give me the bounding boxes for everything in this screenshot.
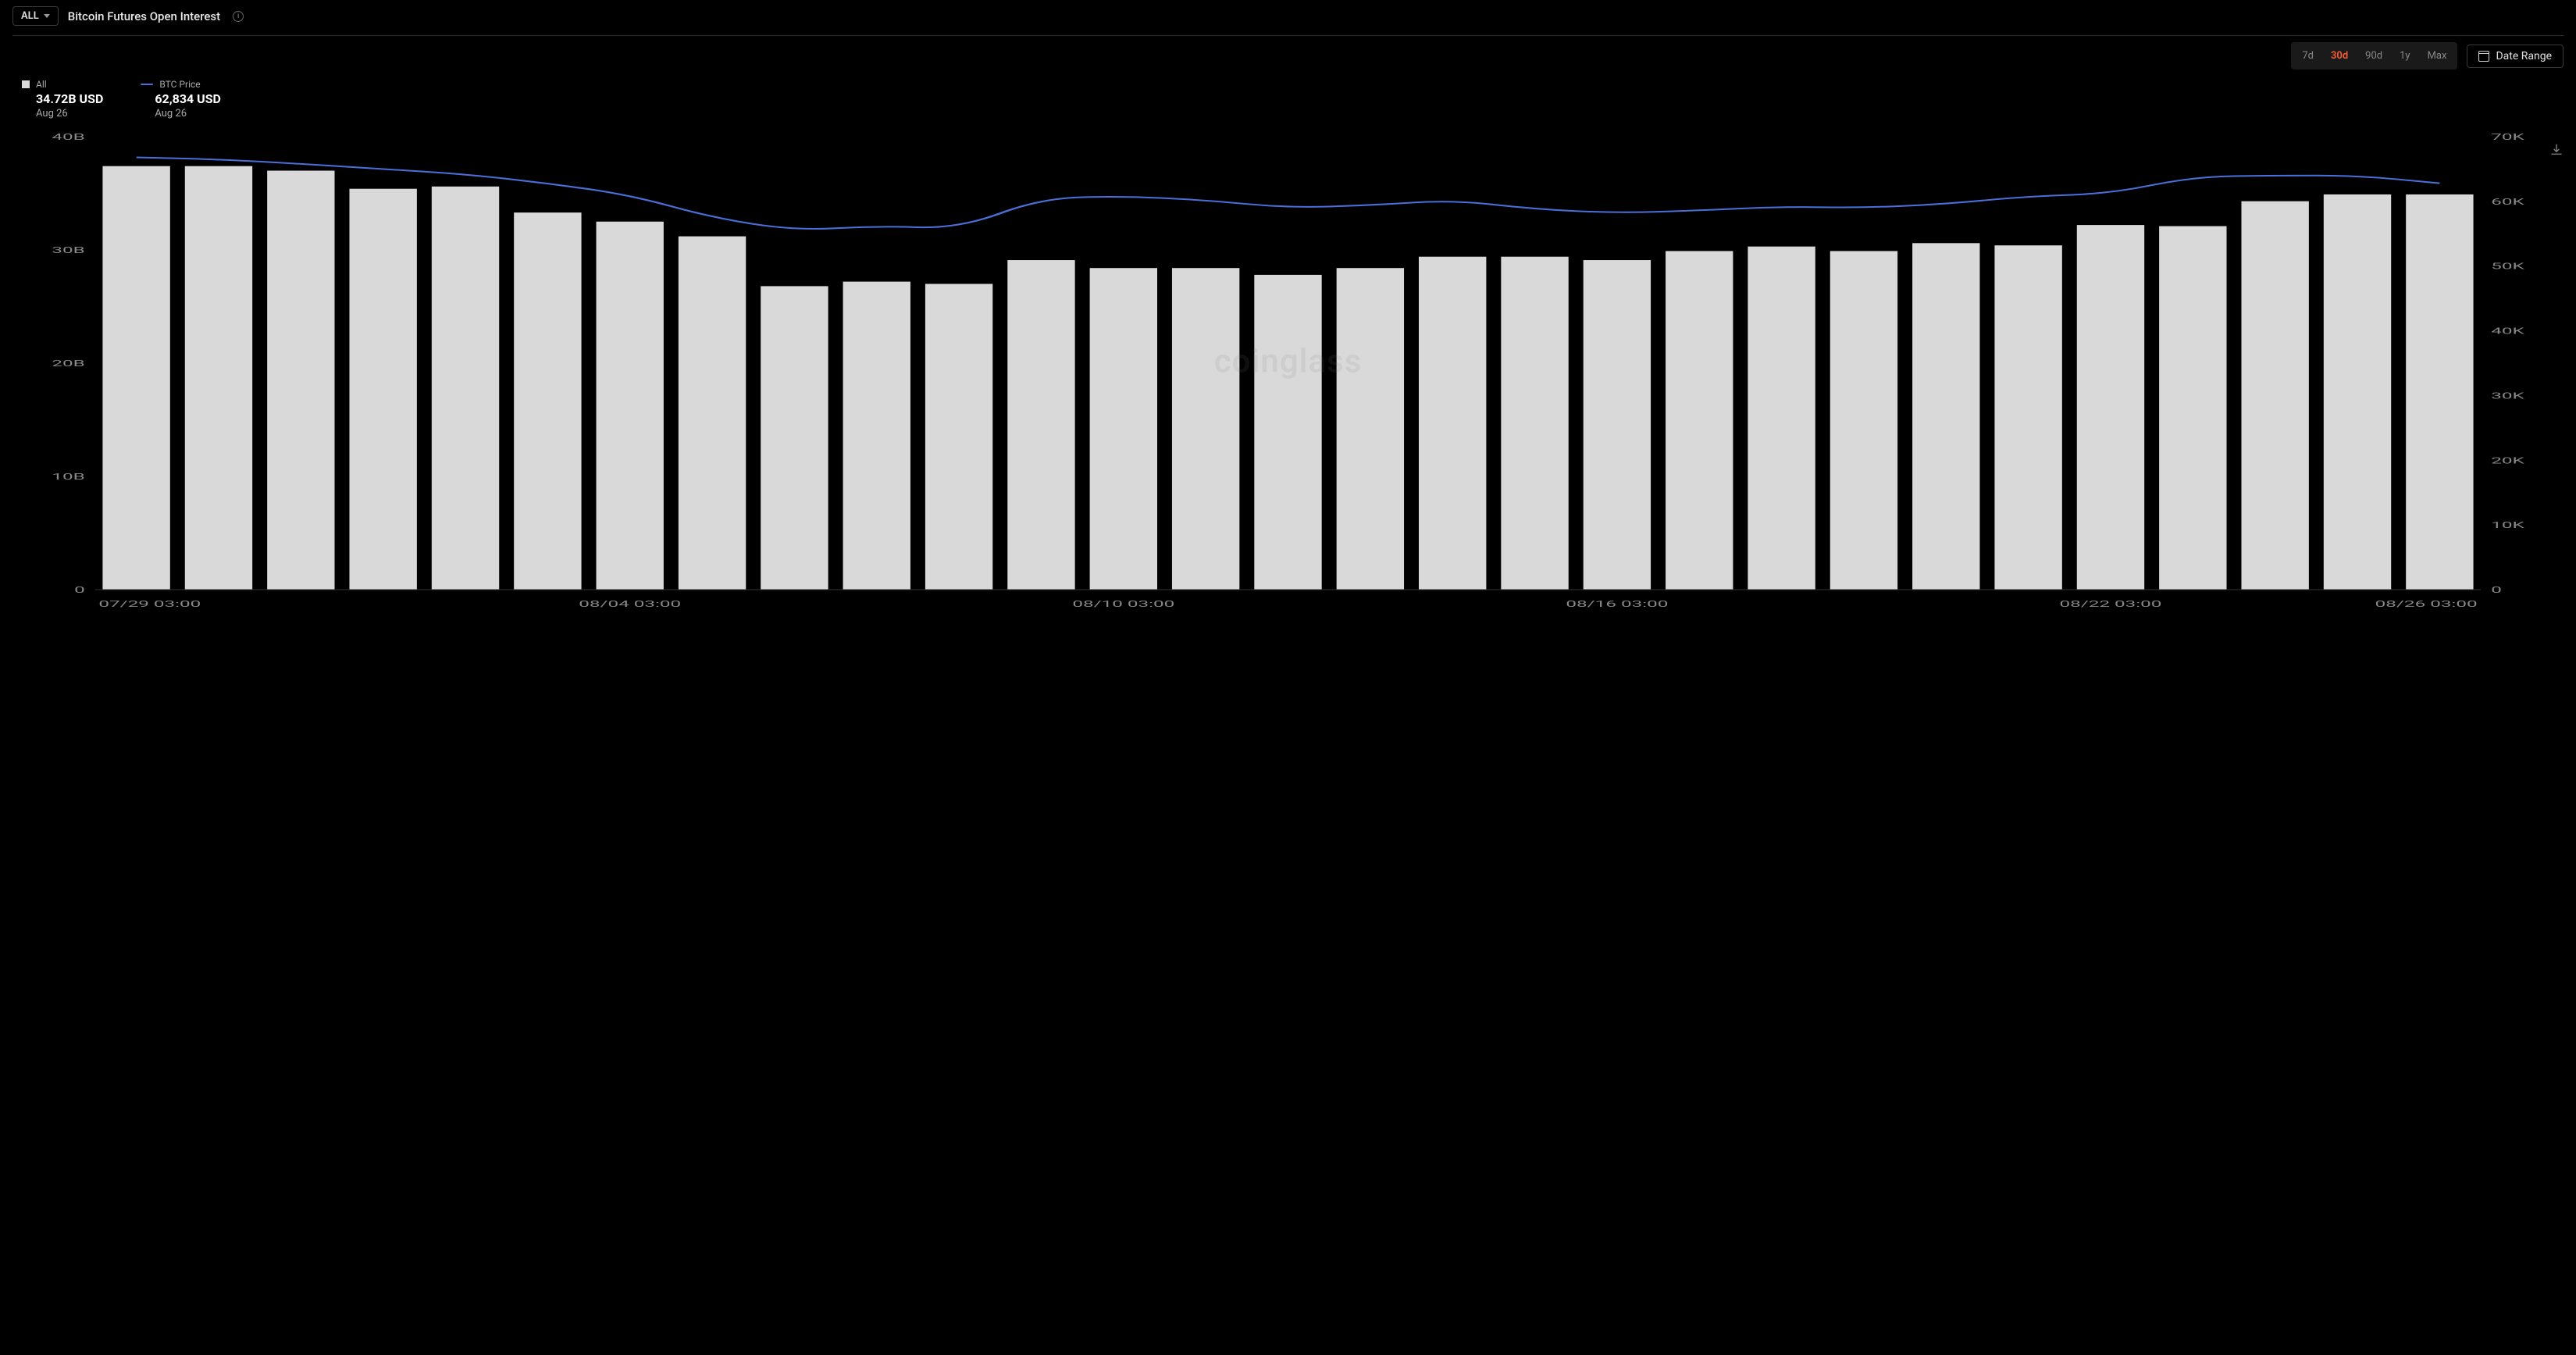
legend: All 34.72B USD Aug 26 BTC Price 62,834 U… xyxy=(12,73,2564,123)
bar xyxy=(1501,257,1568,590)
date-range-button[interactable]: Date Range xyxy=(2467,45,2564,68)
svg-text:08/16 03:00: 08/16 03:00 xyxy=(1566,599,1668,609)
svg-text:40B: 40B xyxy=(52,132,84,142)
chart-title: Bitcoin Futures Open Interest xyxy=(68,9,220,23)
svg-text:10K: 10K xyxy=(2491,520,2524,530)
bar xyxy=(1337,268,1404,590)
legend-series-btc: BTC Price 62,834 USD Aug 26 xyxy=(141,79,221,119)
range-tab-max[interactable]: Max xyxy=(2420,45,2455,66)
chart-svg: 0 10B 20B 30B 40B 0 10K 20K 30K 40K 50K 60K 70K 07/29… xyxy=(12,129,2564,613)
range-tab-90d[interactable]: 90d xyxy=(2357,45,2390,66)
bar xyxy=(925,284,992,590)
legend-value-all: 34.72B USD xyxy=(22,91,103,106)
chart-header: ALL Bitcoin Futures Open Interest i xyxy=(12,6,2564,36)
svg-text:10B: 10B xyxy=(52,472,84,482)
exchange-dropdown[interactable]: ALL xyxy=(12,6,59,26)
bar xyxy=(2241,201,2308,590)
date-range-label: Date Range xyxy=(2496,50,2552,62)
bar xyxy=(349,189,416,590)
svg-text:08/26 03:00: 08/26 03:00 xyxy=(2375,599,2478,609)
bar xyxy=(2077,225,2144,590)
bar xyxy=(1748,247,1815,590)
bar xyxy=(1172,268,1239,590)
bar xyxy=(1830,251,1897,590)
bar xyxy=(267,171,334,590)
bar xyxy=(185,166,252,590)
calendar-icon xyxy=(2478,51,2489,62)
legend-date-all: Aug 26 xyxy=(22,108,103,119)
bar xyxy=(1007,260,1074,590)
svg-text:07/29 03:00: 07/29 03:00 xyxy=(98,599,201,609)
bar xyxy=(1994,245,2061,590)
bar xyxy=(2406,194,2473,590)
dropdown-label: ALL xyxy=(21,10,39,22)
bar xyxy=(432,187,499,590)
svg-text:20K: 20K xyxy=(2491,455,2524,465)
bar xyxy=(1912,243,1979,590)
bar xyxy=(843,282,910,590)
chevron-down-icon xyxy=(44,14,50,18)
time-range-tabs: 7d30d90d1yMax xyxy=(2291,42,2457,70)
legend-label-all: All xyxy=(36,79,47,90)
svg-text:08/10 03:00: 08/10 03:00 xyxy=(1072,599,1174,609)
svg-text:40K: 40K xyxy=(2491,326,2524,337)
svg-text:0: 0 xyxy=(2491,585,2502,595)
bar xyxy=(1419,257,1486,590)
svg-text:08/04 03:00: 08/04 03:00 xyxy=(579,599,681,609)
bar xyxy=(1254,275,1321,590)
legend-swatch-bar xyxy=(22,80,30,88)
bar xyxy=(761,286,828,590)
legend-date-btc: Aug 26 xyxy=(141,108,221,119)
legend-value-btc: 62,834 USD xyxy=(141,91,221,106)
bar xyxy=(2159,226,2226,590)
svg-text:70K: 70K xyxy=(2491,132,2524,142)
chart-plot: coinglass 010B20B30B40B010K20K30K40K50K6… xyxy=(12,129,2564,613)
range-tab-30d[interactable]: 30d xyxy=(2323,45,2356,66)
range-tab-1y[interactable]: 1y xyxy=(2392,45,2417,66)
controls-row: 7d30d90d1yMax Date Range xyxy=(12,42,2564,70)
svg-text:50K: 50K xyxy=(2491,262,2524,272)
bar xyxy=(679,237,746,590)
range-tab-7d[interactable]: 7d xyxy=(2294,45,2321,66)
svg-text:08/22 03:00: 08/22 03:00 xyxy=(2060,599,2162,609)
legend-label-btc: BTC Price xyxy=(159,79,200,90)
bar xyxy=(2324,194,2391,590)
info-icon[interactable]: i xyxy=(233,11,244,22)
bar xyxy=(1584,260,1651,590)
svg-text:20B: 20B xyxy=(52,358,84,369)
legend-swatch-line xyxy=(141,84,153,85)
bar xyxy=(1090,268,1157,590)
svg-text:30K: 30K xyxy=(2491,391,2524,401)
svg-text:0: 0 xyxy=(74,585,85,595)
bar xyxy=(1666,251,1733,590)
bar xyxy=(514,212,581,590)
svg-text:30B: 30B xyxy=(52,245,84,255)
bar xyxy=(102,166,169,590)
bar xyxy=(597,222,664,590)
chart-container: coinglass 010B20B30B40B010K20K30K40K50K6… xyxy=(12,129,2564,613)
legend-series-all: All 34.72B USD Aug 26 xyxy=(22,79,103,119)
svg-text:60K: 60K xyxy=(2491,197,2524,207)
